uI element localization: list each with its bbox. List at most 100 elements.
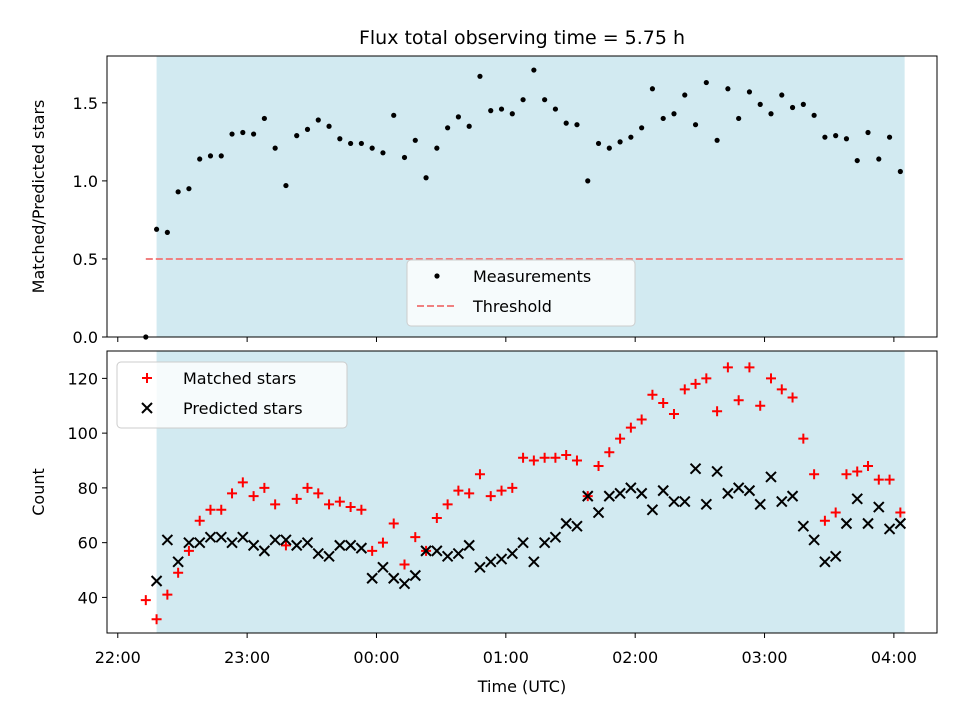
data-point xyxy=(744,362,755,373)
data-point xyxy=(689,463,702,475)
data-point xyxy=(409,569,421,582)
data-point xyxy=(186,186,192,192)
data-point xyxy=(151,614,162,625)
data-point xyxy=(348,140,354,147)
data-point xyxy=(660,115,666,122)
data-point xyxy=(431,545,443,557)
data-point xyxy=(863,460,874,471)
data-point xyxy=(517,536,529,549)
data-point xyxy=(895,507,906,518)
data-point xyxy=(884,474,895,485)
data-point xyxy=(786,490,799,502)
data-point xyxy=(625,422,636,433)
axes-frame xyxy=(106,55,938,338)
data-point xyxy=(531,67,537,73)
data-point xyxy=(701,373,712,384)
data-point xyxy=(420,545,432,557)
data-point xyxy=(226,536,238,549)
data-point xyxy=(442,499,453,510)
data-point xyxy=(172,556,184,568)
data-point xyxy=(585,178,591,184)
data-point xyxy=(615,433,626,444)
data-point xyxy=(326,123,332,129)
data-point xyxy=(259,482,270,493)
data-point xyxy=(776,384,787,395)
data-point xyxy=(574,122,580,128)
data-point xyxy=(323,550,335,563)
data-point xyxy=(561,450,572,461)
data-point xyxy=(852,466,863,477)
data-point xyxy=(474,469,485,480)
data-point xyxy=(452,547,465,560)
x-tick-label: 23:00 xyxy=(224,648,270,667)
data-point xyxy=(897,168,903,175)
data-point xyxy=(205,504,216,515)
data-point xyxy=(765,471,777,483)
data-point xyxy=(474,561,486,573)
data-point xyxy=(218,153,224,159)
data-point xyxy=(552,106,559,112)
data-point xyxy=(528,556,540,568)
data-point xyxy=(302,482,313,493)
data-point xyxy=(679,495,691,508)
data-point xyxy=(204,531,217,543)
data-point xyxy=(700,498,713,511)
data-point xyxy=(358,140,364,147)
data-point xyxy=(840,517,853,530)
data-point xyxy=(216,504,227,515)
data-point xyxy=(466,123,472,129)
series-predicted-stars xyxy=(150,463,907,590)
x-tick-label: 00:00 xyxy=(353,648,399,667)
data-point xyxy=(334,496,345,507)
data-point xyxy=(197,156,203,162)
data-point xyxy=(312,547,324,560)
data-point xyxy=(507,482,518,493)
data-point xyxy=(873,474,884,485)
data-point xyxy=(628,134,634,140)
data-point xyxy=(809,469,820,480)
data-point xyxy=(617,139,623,145)
x-tick-label: 04:00 xyxy=(871,648,917,667)
data-point xyxy=(175,189,181,195)
legend-marker xyxy=(142,373,152,383)
data-point xyxy=(528,455,539,466)
y-tick-label: 0.5 xyxy=(73,250,98,269)
data-point xyxy=(250,131,257,137)
data-point xyxy=(690,378,701,389)
data-point xyxy=(779,92,785,98)
y-tick-label: 120 xyxy=(67,369,98,388)
data-point xyxy=(398,578,411,590)
data-point xyxy=(755,400,766,411)
data-point xyxy=(455,114,462,120)
x-tick-label: 01:00 xyxy=(483,648,529,667)
data-point xyxy=(614,487,626,500)
data-point xyxy=(711,465,723,478)
data-point xyxy=(603,490,616,502)
data-point xyxy=(280,540,291,551)
data-point xyxy=(550,452,561,463)
data-point xyxy=(445,125,451,131)
data-point xyxy=(485,491,496,502)
legend-marker xyxy=(434,273,440,279)
data-point xyxy=(757,101,763,107)
data-point xyxy=(247,539,260,552)
legend-label: Threshold xyxy=(472,297,552,316)
data-point xyxy=(808,534,820,546)
data-point xyxy=(240,129,246,136)
data-point xyxy=(355,542,368,554)
data-point xyxy=(183,545,194,556)
data-point xyxy=(876,156,882,162)
data-point xyxy=(789,104,796,111)
data-point xyxy=(391,112,397,118)
series-measurements xyxy=(143,67,903,340)
data-point xyxy=(183,536,195,549)
y-tick-label: 60 xyxy=(78,534,98,553)
data-point xyxy=(538,536,551,549)
y-tick-label: 0.0 xyxy=(73,328,98,347)
data-point xyxy=(703,79,709,86)
data-point xyxy=(851,493,863,505)
data-point xyxy=(854,157,860,164)
data-point xyxy=(270,499,281,510)
data-point xyxy=(498,106,505,112)
data-point xyxy=(746,89,753,95)
